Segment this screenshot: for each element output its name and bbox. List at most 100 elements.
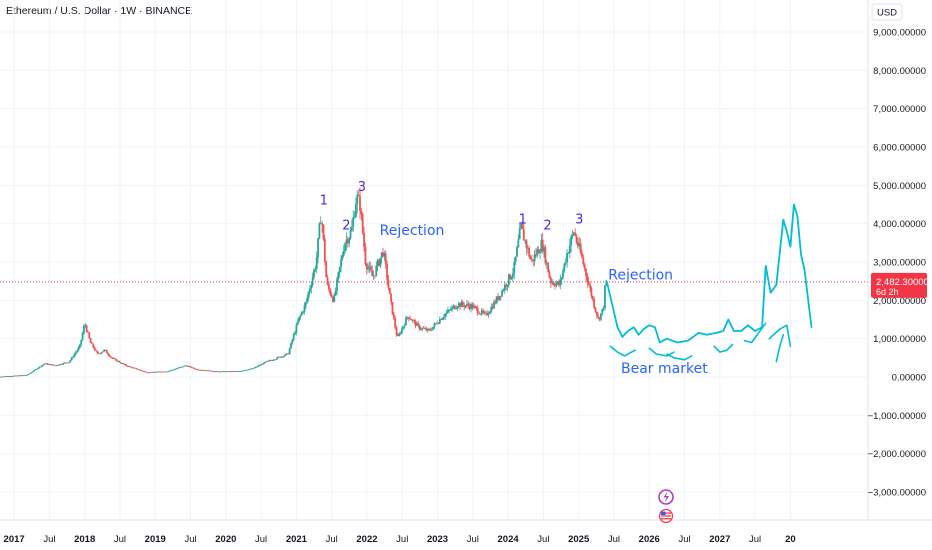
candle-body [32, 370, 35, 372]
candle-body [406, 317, 409, 318]
candle-body [544, 247, 547, 264]
y-tick-label: 1,000.00000 [873, 334, 926, 345]
candle-body [3, 376, 5, 378]
x-tick-label: 2020 [215, 534, 236, 545]
wave-count-label: 1 [320, 194, 328, 209]
candle-body [156, 371, 158, 373]
candle-body [92, 343, 95, 348]
candle-body [309, 288, 311, 292]
candle-body [64, 362, 66, 364]
candle-body [263, 362, 265, 365]
candle-body [60, 364, 62, 365]
y-tick-label: 3,000.00000 [873, 258, 926, 269]
candle-body [108, 355, 111, 357]
candle-body [241, 370, 244, 372]
x-tick-label: 2024 [498, 534, 520, 545]
candle-body [411, 320, 414, 321]
candle-body [19, 375, 22, 377]
candle-body [111, 357, 114, 359]
candle-body [594, 307, 597, 312]
projection-arc[interactable] [648, 347, 675, 357]
candle-body [341, 255, 344, 260]
projection-arc[interactable] [775, 334, 785, 363]
candle-body [479, 313, 482, 315]
candle-body [286, 353, 288, 355]
candle-body [379, 257, 382, 266]
candle-body [95, 350, 97, 352]
candle-body [123, 364, 126, 365]
y-tick-label: 2,000.00000 [873, 296, 926, 307]
candle-body [272, 359, 275, 361]
candle-body [277, 356, 280, 358]
candle-body [119, 362, 122, 364]
candle-body [66, 362, 69, 364]
candle-body [467, 303, 470, 306]
candle-body [392, 314, 395, 319]
candle-body [410, 319, 413, 321]
candle-body [141, 370, 144, 372]
candle-body [292, 334, 295, 340]
candle-body [1, 376, 4, 378]
symbol-title: Ethereum / U.S. Dollar · 1W · BINANCE [6, 5, 193, 17]
candle-body [540, 239, 543, 253]
candle-body [405, 317, 407, 326]
candle-body [168, 370, 171, 372]
candle-body [157, 371, 160, 373]
time-axis[interactable]: 2017 Jul 2018 Jul 2019 Jul 2020 Jul 2021 Jul 2022 J… [0, 519, 932, 550]
lightning-event-icon[interactable] [658, 489, 674, 505]
candle-body [407, 317, 410, 319]
candle-body [169, 370, 172, 372]
candle-body [65, 362, 68, 364]
candle-body [398, 333, 401, 337]
x-tick-label: 2018 [74, 534, 95, 545]
candle-body [54, 365, 57, 367]
candle-body [564, 262, 567, 264]
candle-body [185, 365, 188, 367]
candle-body [350, 226, 353, 231]
candle-body [376, 260, 379, 266]
candle-body [443, 316, 445, 319]
us-flag-event-icon[interactable] [658, 508, 674, 524]
candle-body [537, 249, 540, 254]
y-tick-label: −1,000.00000 [868, 411, 926, 422]
candle-body [491, 306, 494, 309]
projection-arc[interactable] [666, 353, 693, 361]
candle-body [196, 369, 199, 371]
candle-body [9, 376, 12, 377]
candle-body [516, 247, 518, 257]
candle-body [360, 211, 363, 215]
candle-body [482, 310, 485, 313]
candle-body [547, 262, 550, 273]
candle-body [337, 272, 340, 280]
candle-body [80, 340, 83, 345]
candle-body [604, 285, 606, 309]
candle-body [591, 296, 594, 300]
price-candles [0, 187, 608, 378]
price-axis[interactable]: 9,000.00000 8,000.00000 7,000.00000 6,000.0… [867, 0, 932, 520]
candle-body [87, 331, 89, 333]
candle-body [420, 329, 422, 330]
candle-body [112, 358, 115, 360]
projection-arc[interactable] [768, 324, 792, 348]
candle-body [204, 370, 207, 372]
projection-line[interactable] [606, 203, 813, 344]
candle-body [355, 204, 357, 217]
projection-drawing[interactable] [606, 203, 813, 363]
projection-arc[interactable] [609, 345, 636, 357]
x-tick-label: 2026 [639, 534, 660, 545]
currency-button[interactable]: USD [871, 3, 903, 21]
candle-body [575, 235, 578, 242]
candle-body [313, 269, 315, 278]
candle-body [287, 353, 290, 355]
event-icons[interactable] [658, 489, 674, 524]
candle-body [332, 297, 334, 302]
candle-body [432, 326, 434, 330]
candle-body [579, 243, 582, 253]
candle-body [402, 326, 405, 329]
projection-arc[interactable] [743, 322, 767, 344]
candle-body [524, 240, 527, 242]
candle-body [587, 282, 590, 285]
projection-arc[interactable] [713, 343, 734, 353]
candle-body [363, 232, 365, 248]
